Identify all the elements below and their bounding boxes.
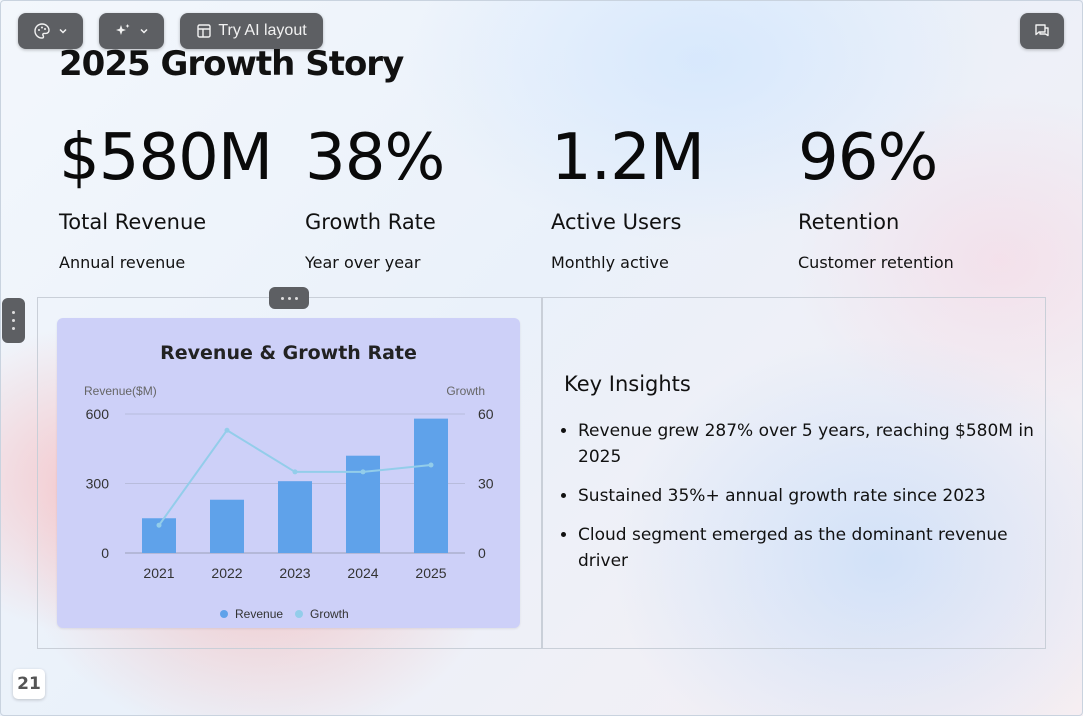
stat-value: $580M bbox=[59, 121, 273, 195]
stat-value: 96% bbox=[798, 121, 938, 195]
legend-revenue-swatch bbox=[220, 610, 228, 618]
comment-icon bbox=[1035, 24, 1049, 37]
sparkle-icon bbox=[115, 24, 129, 35]
block-drag-handle[interactable] bbox=[269, 287, 309, 309]
y-tick-label: 0 bbox=[101, 545, 109, 561]
stat-name: Retention bbox=[798, 210, 900, 234]
stat-card: $580M Total Revenue Annual revenue bbox=[59, 118, 299, 273]
y2-tick-label: 60 bbox=[478, 406, 494, 422]
x-tick-label: 2021 bbox=[143, 565, 174, 581]
try-ai-layout-label: Try AI layout bbox=[218, 22, 307, 39]
layout-icon bbox=[197, 24, 212, 38]
list-item: Cloud segment emerged as the dominant re… bbox=[578, 522, 1048, 574]
stat-description: Year over year bbox=[305, 253, 421, 272]
palette-icon bbox=[33, 23, 50, 39]
growth-point-2023 bbox=[292, 469, 298, 475]
y2-tick-label: 30 bbox=[478, 476, 494, 492]
x-tick-label: 2022 bbox=[211, 565, 242, 581]
growth-point-2024 bbox=[360, 469, 366, 475]
chart-title: Revenue & Growth Rate bbox=[160, 342, 417, 364]
chart-card: Revenue & Growth Rate Revenue($M) Growth 0 3… bbox=[57, 318, 520, 628]
stat-name: Growth Rate bbox=[305, 210, 436, 234]
bar-revenue-2023 bbox=[278, 481, 312, 553]
y-axis-title: Revenue($M) bbox=[84, 384, 157, 398]
comments-button[interactable] bbox=[1020, 13, 1064, 49]
revenue-growth-chart: Revenue & Growth Rate Revenue($M) Growth 0 3… bbox=[84, 342, 494, 621]
growth-point-2021 bbox=[156, 522, 162, 528]
stat-description: Annual revenue bbox=[59, 253, 186, 272]
x-tick-label: 2025 bbox=[415, 565, 446, 581]
block-side-drag-handle[interactable] bbox=[2, 298, 25, 343]
growth-point-2022 bbox=[224, 427, 230, 433]
insights-list: Revenue grew 287% over 5 years, reaching… bbox=[560, 418, 1048, 587]
x-tick-label: 2024 bbox=[347, 565, 378, 581]
insights-panel[interactable] bbox=[541, 297, 1046, 649]
growth-point-2025 bbox=[428, 462, 434, 468]
bar-revenue-2025 bbox=[414, 418, 448, 553]
slide-title: 2025 Growth Story bbox=[59, 44, 404, 84]
y-tick-label: 300 bbox=[86, 476, 110, 492]
stat-description: Customer retention bbox=[798, 253, 954, 272]
legend-growth-label: Growth bbox=[310, 607, 349, 621]
theme-menu-button[interactable] bbox=[18, 13, 83, 49]
magic-menu-button[interactable] bbox=[99, 13, 164, 49]
list-item: Sustained 35%+ annual growth rate since … bbox=[578, 483, 1048, 509]
y2-axis-title: Growth bbox=[446, 384, 485, 398]
bar-revenue-2022 bbox=[210, 499, 244, 553]
y-tick-label: 600 bbox=[86, 406, 110, 422]
stat-name: Total Revenue bbox=[59, 210, 207, 234]
stat-value: 1.2M bbox=[551, 121, 705, 195]
chevron-down-icon bbox=[139, 28, 148, 34]
legend-growth-swatch bbox=[295, 610, 303, 618]
stat-name: Active Users bbox=[551, 210, 682, 234]
stat-card: 1.2M Active Users Monthly active bbox=[551, 118, 791, 273]
stat-card: 38% Growth Rate Year over year bbox=[305, 118, 545, 273]
x-tick-label: 2023 bbox=[279, 565, 310, 581]
legend-revenue-label: Revenue bbox=[235, 607, 283, 621]
chevron-down-icon bbox=[58, 28, 67, 34]
list-item: Revenue grew 287% over 5 years, reaching… bbox=[578, 418, 1048, 470]
stat-description: Monthly active bbox=[551, 253, 669, 272]
y2-tick-label: 0 bbox=[478, 545, 486, 561]
stat-card: 96% Retention Customer retention bbox=[798, 118, 1038, 273]
stat-value: 38% bbox=[305, 121, 445, 195]
page-number-badge[interactable]: 21 bbox=[13, 669, 45, 699]
insights-heading: Key Insights bbox=[564, 372, 691, 396]
try-ai-layout-button[interactable]: Try AI layout bbox=[180, 13, 323, 49]
